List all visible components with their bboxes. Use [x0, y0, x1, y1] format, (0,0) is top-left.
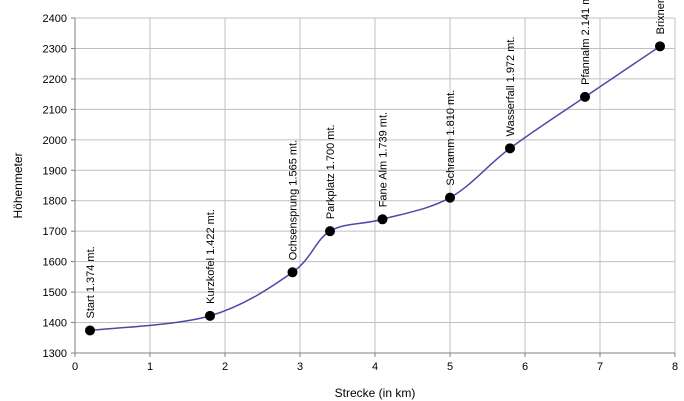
- point-labels: Start 1.374 mt. Kurzkofel 1.422 mt. Ochsen…: [85, 0, 667, 318]
- y-tick-label: 1900: [43, 165, 67, 177]
- point-label: Start 1.374 mt.: [85, 246, 97, 318]
- y-tick-label: 1600: [43, 257, 67, 269]
- data-point-marker: [377, 214, 388, 225]
- x-tick-label: 0: [72, 361, 78, 373]
- y-tick-label: 2200: [43, 74, 67, 86]
- x-tick-label: 5: [447, 361, 453, 373]
- y-tick-label: 2100: [43, 104, 67, 116]
- chart-grid: [75, 17, 676, 353]
- data-point-marker: [325, 226, 335, 237]
- data-point-marker: [655, 41, 665, 52]
- x-tick-label: 7: [597, 361, 603, 373]
- y-tick-label: 1500: [43, 287, 67, 299]
- x-tick-label: 8: [672, 361, 678, 373]
- x-tick-label: 3: [297, 361, 303, 373]
- y-tick-label: 1400: [43, 318, 67, 330]
- point-label: Kurzkofel 1.422 mt.: [205, 209, 217, 304]
- y-tick-label: 2300: [43, 43, 67, 55]
- data-point-marker: [205, 310, 215, 321]
- x-tick-label: 6: [522, 361, 528, 373]
- y-tick-label: 2400: [43, 13, 67, 25]
- point-label: Pfannalm 2.141 mt.: [580, 0, 592, 85]
- data-point-marker: [287, 267, 298, 278]
- point-label: Parkplatz 1.700 mt.: [325, 124, 337, 219]
- point-label: Fane Alm 1.739 mt.: [378, 112, 390, 207]
- x-tick-label: 4: [372, 361, 378, 373]
- x-axis-title: Strecke (in km): [335, 386, 416, 400]
- y-tick-label: 1300: [43, 348, 67, 360]
- y-tick-label: 2000: [43, 135, 67, 147]
- x-tick-label: 1: [147, 361, 153, 373]
- x-tick-label: 2: [222, 361, 228, 373]
- y-tick-label: 1800: [43, 196, 67, 208]
- data-point-marker: [85, 325, 95, 336]
- point-label: Brixner Hütte 2.307 mt.: [655, 0, 667, 34]
- data-points: [85, 41, 665, 336]
- point-label: Ochsensprung 1.565 mt.: [288, 140, 300, 260]
- y-axis-title: Höhenmeter: [11, 152, 25, 218]
- chart-axes: 0 1 2 3 4 5 6 7 8 1300 1400 1500 1600 1700 1800 1900 200…: [43, 13, 679, 373]
- point-label: Wasserfall 1.972 mt.: [505, 36, 517, 136]
- data-point-marker: [505, 143, 515, 154]
- data-point-marker: [580, 91, 590, 102]
- data-point-marker: [445, 192, 455, 203]
- y-tick-label: 1700: [43, 226, 67, 238]
- point-label: Schramm 1.810 mt.: [445, 90, 457, 186]
